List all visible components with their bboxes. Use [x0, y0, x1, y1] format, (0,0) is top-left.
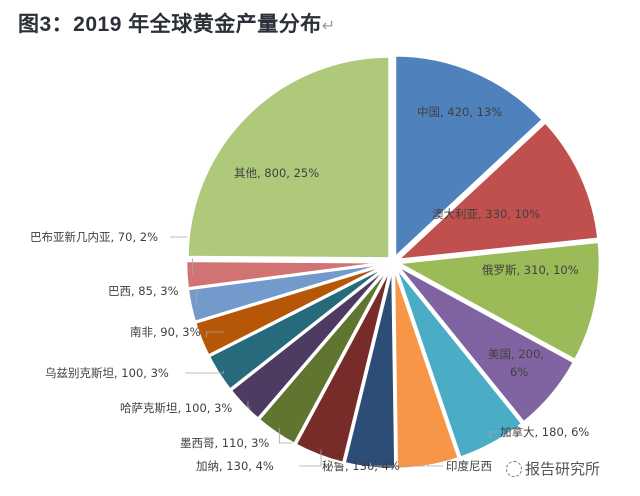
- watermark: 报告研究所: [506, 458, 600, 479]
- leader-line-5: [426, 460, 443, 467]
- pie-slice-1: [393, 120, 600, 262]
- data-label-10: 乌兹别克斯坦, 100, 3%: [45, 366, 169, 380]
- data-label-8: 墨西哥, 110, 3%: [180, 436, 269, 450]
- pie-slice-14: [186, 55, 391, 260]
- data-label-14: 其他, 800, 25%: [234, 166, 319, 180]
- leader-line-4: [489, 431, 497, 439]
- data-label-3-line2: 6%: [510, 365, 528, 379]
- data-label-9: 哈萨克斯坦, 100, 3%: [120, 401, 232, 415]
- pie-slice-3: [395, 264, 576, 425]
- leader-line-10: [185, 370, 225, 374]
- wechat-icon: [506, 460, 522, 477]
- data-label-3: 美国, 200,: [488, 347, 544, 361]
- data-label-2: 俄罗斯, 310, 10%: [482, 263, 579, 277]
- pie-slice-4: [394, 265, 525, 460]
- pie-slice-13: [184, 259, 389, 290]
- return-mark: ↵: [321, 18, 336, 35]
- chart-title: 图3：2019 年全球黄金产量分布↵: [18, 8, 336, 38]
- pie-slice-2: [393, 240, 602, 362]
- title-text: 图3：2019 年全球黄金产量分布: [18, 13, 322, 36]
- data-label-11: 南非, 90, 3%: [130, 325, 201, 339]
- data-label-12: 巴西, 85, 3%: [108, 284, 179, 298]
- data-label-4: 加拿大, 180, 6%: [500, 425, 589, 439]
- leader-line-8: [278, 427, 293, 444]
- leader-line-9: [247, 401, 251, 409]
- leader-line-7: [299, 449, 322, 467]
- pie-slice-0: [393, 54, 545, 261]
- data-label-7: 加纳, 130, 4%: [196, 459, 274, 473]
- data-label-13: 巴布亚新几内亚, 70, 2%: [30, 230, 158, 244]
- leader-line-11: [206, 331, 224, 338]
- data-label-0: 中国, 420, 13%: [417, 105, 502, 119]
- leader-line-6: [370, 461, 426, 467]
- data-label-5: 印度尼西: [446, 459, 492, 473]
- pie-slice-6: [343, 266, 397, 471]
- leader-line-12: [196, 290, 202, 305]
- watermark-text: 报告研究所: [525, 460, 601, 478]
- data-label-1: 澳大利亚, 330, 10%: [432, 207, 540, 221]
